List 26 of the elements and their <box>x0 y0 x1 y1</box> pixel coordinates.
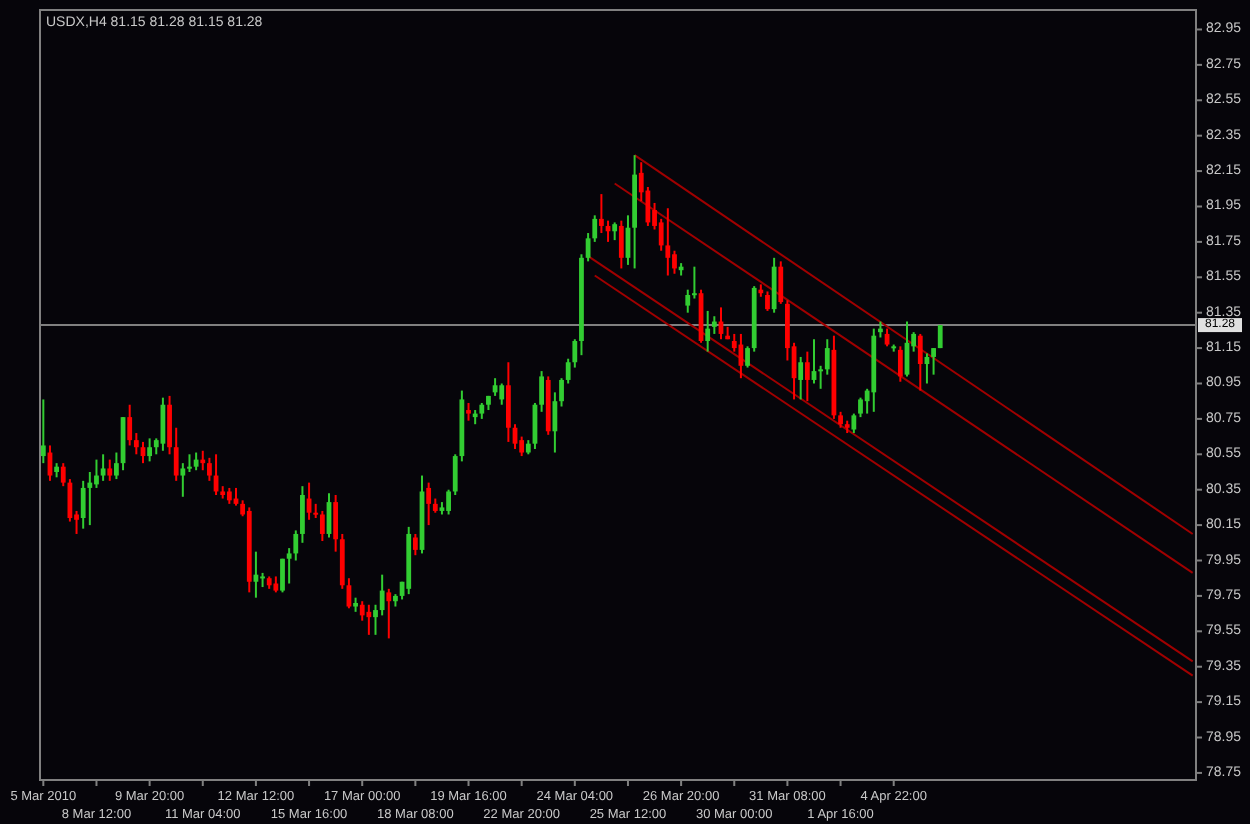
candlestick <box>505 361 511 443</box>
candlestick <box>40 398 46 465</box>
candlestick <box>147 437 153 463</box>
candlestick <box>114 451 119 481</box>
candlestick <box>180 462 186 498</box>
candlestick <box>386 587 392 640</box>
candlestick <box>412 532 418 557</box>
candlestick <box>426 481 432 527</box>
candlestick <box>80 479 86 530</box>
candlestick <box>319 509 325 543</box>
candlestick <box>804 350 810 403</box>
candlestick <box>665 207 671 277</box>
candlestick <box>107 458 113 482</box>
candlestick <box>499 382 505 406</box>
candlestick <box>765 290 770 312</box>
candlestick <box>127 403 133 447</box>
candlestick <box>897 345 903 383</box>
candlestick <box>100 453 106 482</box>
candlestick <box>798 355 804 401</box>
candlestick <box>771 256 777 314</box>
candlestick <box>705 309 711 353</box>
candlestick <box>931 347 936 376</box>
candlestick <box>366 603 372 636</box>
candlestick <box>598 193 604 235</box>
candlestick <box>618 219 624 270</box>
candlestick <box>917 332 923 392</box>
